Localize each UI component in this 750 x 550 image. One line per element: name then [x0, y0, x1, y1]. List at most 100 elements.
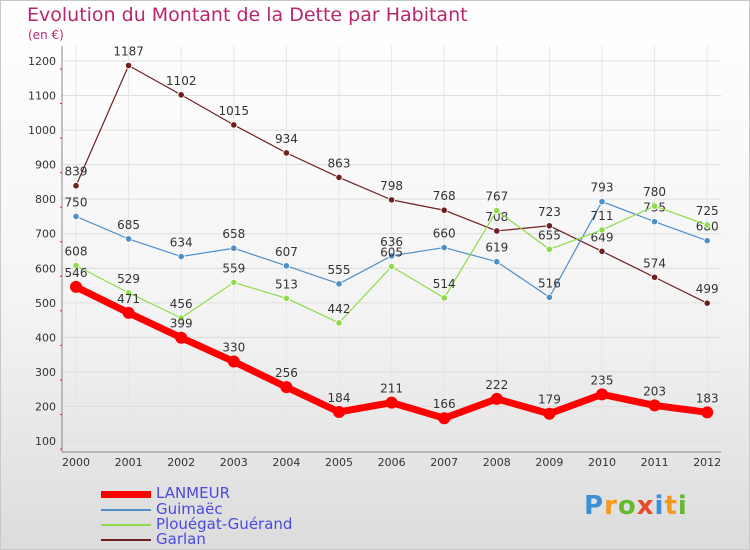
point-lanmeur-2009 [543, 407, 556, 420]
data-label-plou-gat-gu-rand-2006: 605 [380, 246, 403, 260]
point-garlan-2001 [125, 61, 133, 70]
data-label-lanmeur-2011: 203 [643, 384, 666, 398]
data-label-plou-gat-gu-rand-2002: 456 [170, 297, 193, 311]
x-tick-label-2012: 2012 [693, 456, 721, 469]
point-guima-c-2009 [545, 293, 554, 301]
data-label-lanmeur-2002: 399 [170, 317, 193, 331]
data-label-plou-gat-gu-rand-2012: 725 [696, 204, 719, 218]
data-label-garlan-2000: 839 [65, 165, 88, 179]
x-tick-label-2003: 2003 [220, 456, 248, 469]
data-label-garlan-2011: 574 [643, 256, 666, 270]
data-label-plou-gat-gu-rand-2001: 529 [117, 272, 140, 286]
data-label-lanmeur-2004: 256 [275, 366, 298, 380]
data-label-garlan-2004: 934 [275, 132, 298, 146]
x-tick-label-2008: 2008 [483, 456, 511, 469]
data-label-garlan-2001: 1187 [113, 44, 144, 58]
point-garlan-2003 [230, 121, 238, 129]
data-label-lanmeur-2007: 166 [433, 397, 456, 411]
data-label-garlan-2007: 768 [433, 189, 456, 203]
x-tick-label-2004: 2004 [272, 456, 300, 469]
data-label-guima-c-2000: 750 [65, 195, 88, 209]
point-guima-c-2000 [72, 212, 80, 221]
data-label-lanmeur-2009: 179 [538, 393, 561, 407]
data-label-guima-c-2002: 634 [170, 236, 193, 250]
data-label-guima-c-2004: 607 [275, 245, 298, 259]
point-garlan-2006 [387, 196, 396, 204]
point-garlan-2007 [440, 206, 448, 214]
point-plou-gat-gu-rand-2006 [387, 262, 396, 271]
point-plou-gat-gu-rand-2008 [493, 206, 501, 215]
point-garlan-2011 [650, 273, 659, 281]
point-plou-gat-gu-rand-2000 [72, 261, 80, 270]
point-guima-c-2010 [598, 198, 606, 206]
point-plou-gat-gu-rand-2002 [177, 314, 185, 322]
point-garlan-2008 [493, 227, 501, 235]
x-tick-label-2002: 2002 [167, 456, 195, 469]
data-label-garlan-2006: 798 [380, 179, 403, 193]
data-label-plou-gat-gu-rand-2000: 608 [65, 245, 88, 259]
data-label-plou-gat-gu-rand-2009: 655 [538, 228, 561, 242]
data-label-lanmeur-2012: 183 [696, 391, 719, 405]
point-guima-c-2002 [177, 252, 185, 261]
point-guima-c-2012 [703, 237, 711, 245]
data-label-guima-c-2007: 660 [433, 227, 456, 241]
point-guima-c-2003 [230, 244, 238, 252]
point-guima-c-2006 [387, 252, 396, 260]
legend-swatch-garlan [101, 539, 151, 541]
point-guima-c-2007 [440, 243, 448, 252]
data-label-plou-gat-gu-rand-2004: 513 [275, 277, 298, 291]
point-plou-gat-gu-rand-2012 [703, 221, 711, 229]
point-guima-c-2001 [125, 235, 133, 243]
point-lanmeur-2004 [280, 381, 293, 394]
proxiti-logo: Proxiti [584, 491, 688, 521]
y-tick-label-1200: 1200 [28, 55, 56, 68]
point-plou-gat-gu-rand-2011 [650, 202, 659, 210]
chart-title: Evolution du Montant de la Dette par Hab… [27, 4, 468, 26]
point-lanmeur-2003 [227, 355, 240, 368]
x-tick-label-2006: 2006 [378, 456, 406, 469]
data-label-plou-gat-gu-rand-2003: 559 [222, 261, 245, 275]
chart-unit-label: (en €) [28, 28, 64, 42]
point-lanmeur-2008 [490, 392, 503, 405]
point-plou-gat-gu-rand-2009 [545, 245, 554, 253]
data-label-guima-c-2009: 516 [538, 276, 561, 290]
point-guima-c-2008 [493, 258, 501, 266]
y-tick-label-100: 100 [35, 435, 56, 448]
x-tick-label-2010: 2010 [588, 456, 616, 469]
point-garlan-2010 [598, 247, 606, 255]
point-lanmeur-2001 [122, 306, 135, 319]
data-label-garlan-2005: 863 [328, 156, 351, 170]
point-lanmeur-2005 [333, 405, 345, 418]
point-plou-gat-gu-rand-2005 [335, 319, 343, 327]
y-tick-label-500: 500 [35, 297, 56, 310]
point-lanmeur-2011 [648, 399, 661, 412]
data-label-lanmeur-2010: 235 [591, 373, 614, 387]
legend-label-lanmeur: LANMEUR [156, 484, 231, 502]
data-label-lanmeur-2005: 184 [328, 391, 351, 405]
point-garlan-2004 [282, 149, 290, 157]
x-tick-label-2005: 2005 [325, 456, 353, 469]
data-label-plou-gat-gu-rand-2008: 767 [485, 190, 508, 204]
y-tick-label-400: 400 [35, 331, 56, 344]
y-tick-label-200: 200 [35, 400, 56, 413]
data-label-garlan-2012: 499 [696, 282, 719, 296]
data-label-plou-gat-gu-rand-2011: 780 [643, 185, 666, 199]
y-tick-label-1000: 1000 [28, 124, 56, 137]
data-label-garlan-2009: 723 [538, 205, 561, 219]
data-label-lanmeur-2006: 211 [380, 382, 403, 396]
point-guima-c-2011 [650, 218, 659, 226]
point-plou-gat-gu-rand-2007 [440, 294, 448, 302]
x-tick-label-2009: 2009 [535, 456, 563, 469]
data-label-guima-c-2008: 619 [485, 241, 508, 255]
x-tick-label-2007: 2007 [430, 456, 458, 469]
x-tick-label-2011: 2011 [641, 456, 669, 469]
data-label-guima-c-2003: 658 [222, 227, 245, 241]
data-label-lanmeur-2008: 222 [485, 378, 508, 392]
data-label-plou-gat-gu-rand-2005: 442 [328, 302, 351, 316]
data-label-guima-c-2005: 555 [328, 263, 351, 277]
point-garlan-2002 [177, 91, 185, 99]
point-garlan-2009 [545, 222, 554, 230]
legend-label-plou-gat-gu-rand: Plouégat-Guérand [156, 515, 293, 533]
